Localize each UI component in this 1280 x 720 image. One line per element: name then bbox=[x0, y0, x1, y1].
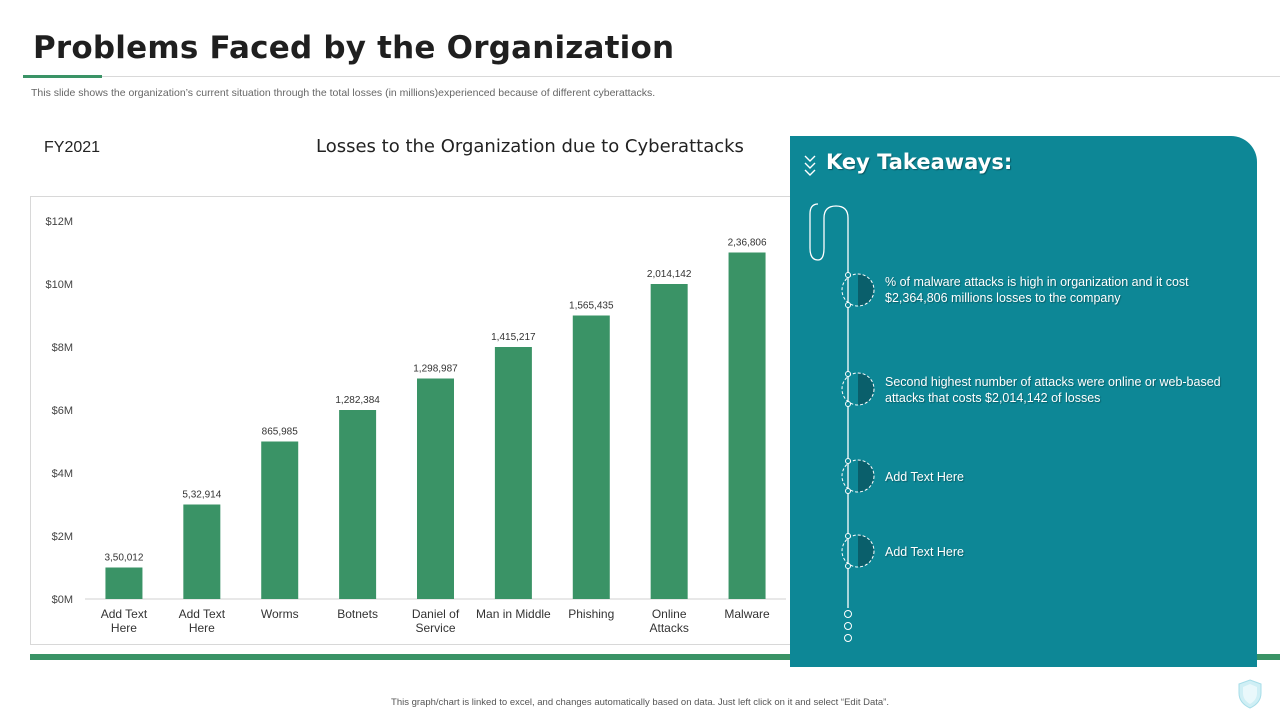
data-label: 1,282,384 bbox=[335, 395, 380, 406]
data-label: 2,014,142 bbox=[647, 269, 692, 280]
timeline-marker-1 bbox=[841, 272, 875, 308]
bar bbox=[728, 252, 766, 599]
data-label: 865,985 bbox=[262, 427, 299, 438]
bar bbox=[183, 504, 221, 599]
data-label: 1,298,987 bbox=[413, 364, 458, 375]
x-tick-label: Botnets bbox=[337, 607, 378, 621]
data-label: 3,50,012 bbox=[104, 553, 143, 564]
x-tick-label: Online Attacks bbox=[649, 607, 688, 635]
bar bbox=[650, 284, 688, 599]
y-tick-label: $4M bbox=[52, 468, 73, 480]
x-tick-label: Add Text Here bbox=[179, 607, 226, 635]
key-takeaways-panel: Key Takeaways: % of bbox=[790, 136, 1257, 667]
y-tick-label: $12M bbox=[45, 216, 73, 228]
x-tick-label: Add Text Here bbox=[101, 607, 148, 635]
y-tick-label: $10M bbox=[45, 279, 73, 291]
timeline-graphic bbox=[809, 203, 875, 642]
shield-icon bbox=[1238, 679, 1262, 709]
bar bbox=[261, 441, 299, 599]
takeaway-item-2: Second highest number of attacks were on… bbox=[885, 375, 1221, 405]
bar bbox=[339, 410, 377, 599]
x-tick-label: Phishing bbox=[568, 607, 614, 621]
bar bbox=[572, 315, 610, 599]
data-label: 1,565,435 bbox=[569, 301, 614, 312]
bar bbox=[494, 347, 532, 599]
title-divider bbox=[23, 76, 1280, 77]
fiscal-year-label: FY2021 bbox=[44, 139, 101, 156]
timeline-marker-4 bbox=[841, 533, 875, 569]
timeline-marker-3 bbox=[841, 458, 875, 494]
title-accent-bar bbox=[23, 75, 102, 78]
bar bbox=[105, 567, 143, 599]
x-tick-label: Malware bbox=[724, 607, 770, 621]
data-label: 5,32,914 bbox=[182, 490, 221, 501]
x-tick-label: Worms bbox=[261, 607, 299, 621]
bottom-accent-bar bbox=[30, 654, 1280, 660]
x-tick-label: Man in Middle bbox=[476, 607, 551, 621]
timeline-marker-2 bbox=[841, 371, 875, 407]
y-tick-label: $8M bbox=[52, 342, 73, 354]
chart-area[interactable]: $0M $2M $4M $6M $8M $10M $12M 3,50,012 Add Text H… bbox=[30, 196, 792, 645]
x-tick-label: Daniel of Service bbox=[412, 607, 460, 635]
y-tick-label: $0M bbox=[52, 594, 73, 606]
bar bbox=[417, 378, 454, 599]
y-tick-label: $2M bbox=[52, 531, 73, 543]
data-label: 1,415,217 bbox=[491, 332, 536, 343]
takeaway-item-4: Add Text Here bbox=[885, 545, 964, 559]
slide-title: Problems Faced by the Organization bbox=[33, 30, 675, 66]
takeaway-item-1: % of malware attacks is high in organiza… bbox=[885, 275, 1189, 305]
chevron-down-icon bbox=[804, 155, 816, 176]
data-label: 2,36,806 bbox=[728, 238, 767, 249]
takeaway-item-3: Add Text Here bbox=[885, 470, 964, 484]
key-takeaways-title: Key Takeaways: bbox=[826, 150, 1013, 174]
slide-subtitle: This slide shows the organization’s curr… bbox=[31, 87, 656, 99]
chart-title: Losses to the Organization due to Cybera… bbox=[316, 136, 744, 157]
footer-note: This graph/chart is linked to excel, and… bbox=[391, 697, 889, 708]
y-tick-label: $6M bbox=[52, 405, 73, 417]
bar-chart: $0M $2M $4M $6M $8M $10M $12M 3,50,012 Add Text H… bbox=[45, 216, 786, 635]
